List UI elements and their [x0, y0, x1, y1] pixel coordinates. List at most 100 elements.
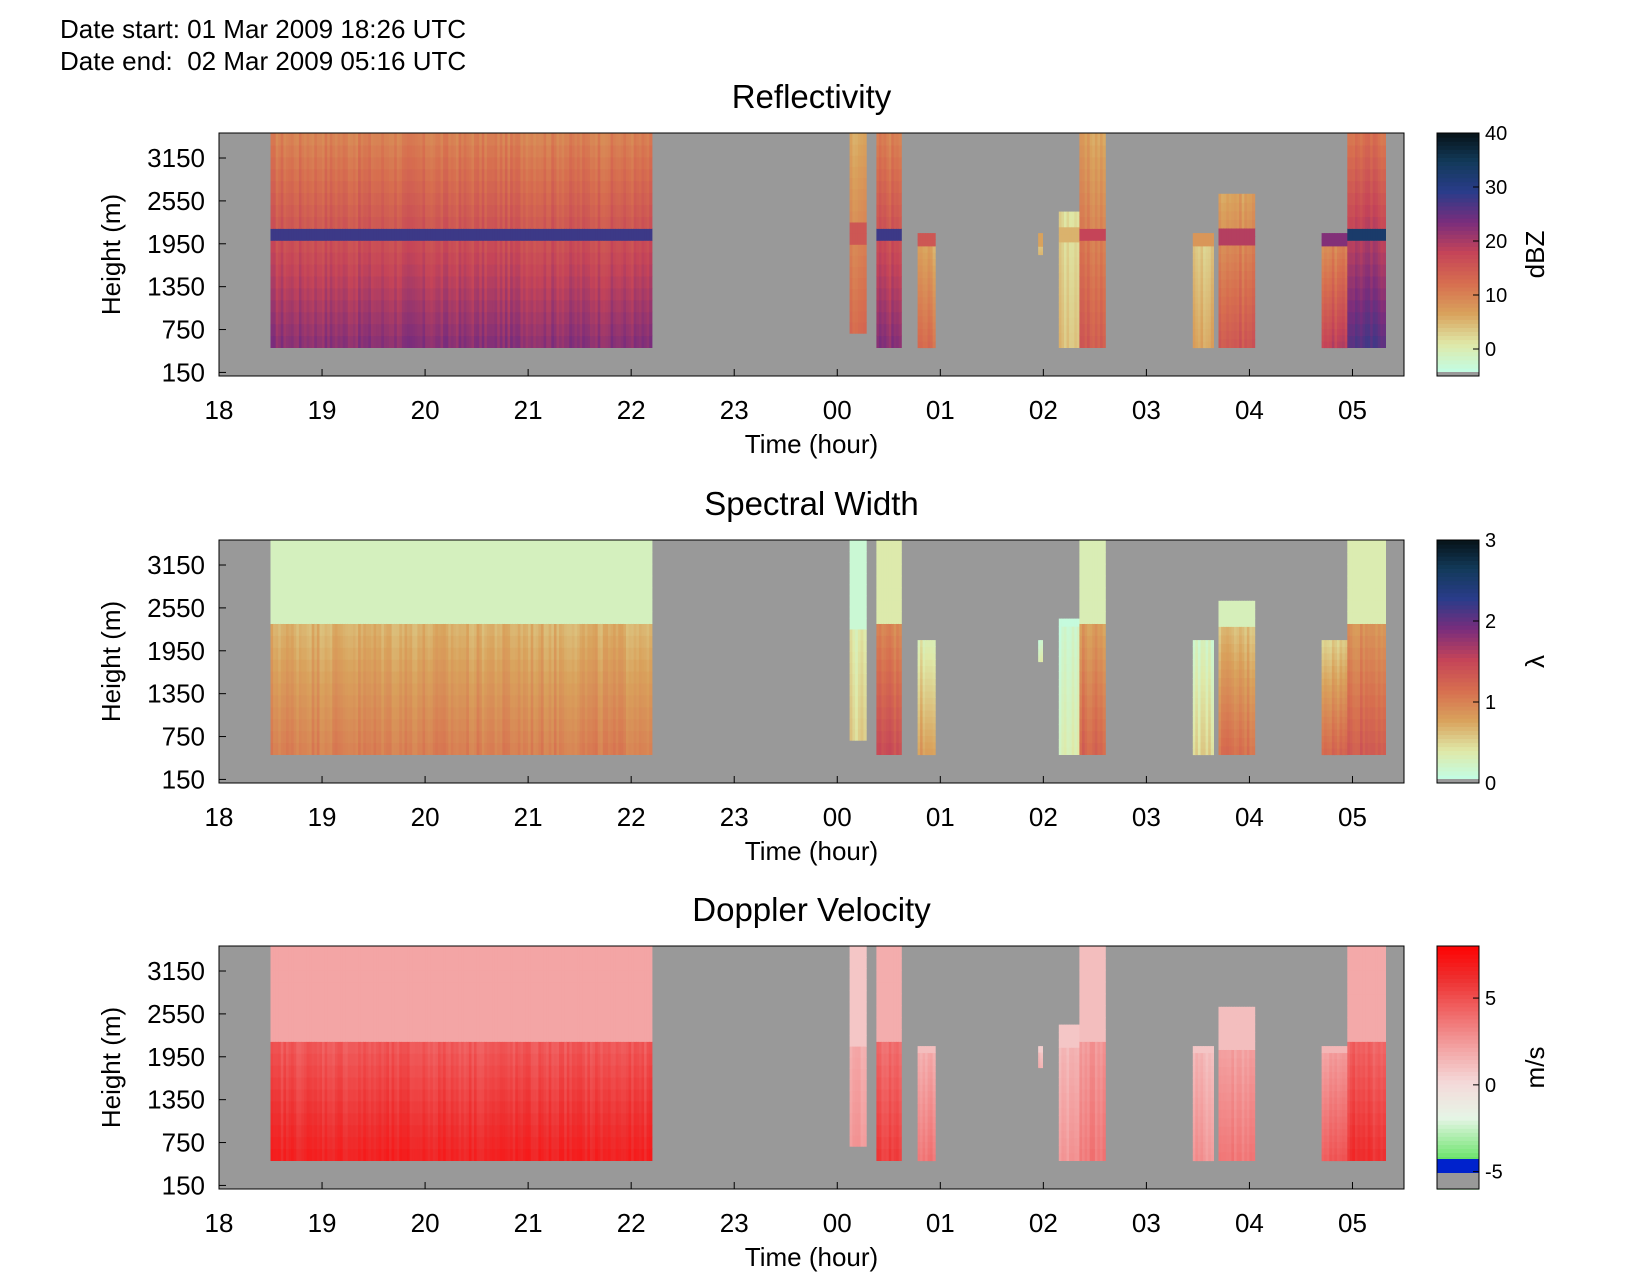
heatmap-cell: [288, 216, 292, 229]
heatmap-cell: [399, 275, 403, 289]
heatmap-cell: [445, 240, 449, 253]
heatmap-cell: [533, 275, 537, 289]
heatmap-cell: [628, 156, 632, 170]
heatmap-cell: [422, 156, 426, 170]
heatmap-cell: [332, 299, 336, 313]
heatmap-cell: [528, 168, 532, 182]
heatmap-cell: [396, 180, 400, 194]
heatmap-cell: [486, 228, 491, 241]
heatmap-cell: [1074, 249, 1078, 258]
heatmap-cell: [422, 240, 426, 253]
heatmap-cell: [1377, 156, 1381, 170]
heatmap-cell: [898, 180, 902, 194]
heatmap-cell: [1094, 168, 1099, 182]
heatmap-cell: [486, 156, 491, 170]
heatmap-cell: [347, 156, 351, 170]
heatmap-cell: [610, 335, 614, 348]
heatmap-cell: [399, 192, 403, 206]
heatmap-cell: [628, 180, 632, 194]
heatmap-cell: [1097, 156, 1101, 170]
heatmap-cell: [1210, 264, 1214, 272]
heatmap-cell: [533, 264, 537, 277]
heatmap-cell: [293, 299, 297, 313]
heatmap-cell: [450, 323, 454, 337]
heatmap-cell: [1339, 239, 1343, 247]
heatmap-cell: [922, 283, 926, 291]
heatmap-cell: [365, 275, 369, 289]
heatmap-cell: [1321, 258, 1325, 266]
heatmap-cell: [1061, 234, 1065, 243]
heatmap-cell: [484, 133, 488, 146]
heatmap-cell: [641, 168, 645, 182]
heatmap-cell: [1071, 234, 1075, 243]
heatmap-cell: [383, 216, 388, 229]
heatmap-cell: [353, 240, 357, 253]
heatmap-cell: [1228, 270, 1232, 280]
heatmap-cell: [1084, 133, 1088, 146]
heatmap-cell: [1249, 210, 1253, 220]
heatmap-cell: [355, 216, 359, 229]
heatmap-cell: [347, 275, 351, 289]
heatmap-cell: [530, 311, 534, 325]
heatmap-cell: [896, 287, 900, 301]
heatmap-cell: [417, 287, 421, 301]
heatmap-cell: [543, 335, 547, 348]
heatmap-cell: [425, 228, 429, 241]
heatmap-cell: [314, 133, 318, 146]
heatmap-cell: [474, 156, 478, 170]
heatmap-cell: [1234, 270, 1238, 280]
heatmap-cell: [1344, 271, 1348, 279]
heatmap-cell: [605, 335, 609, 348]
heatmap-cell: [291, 168, 295, 182]
heatmap-cell: [623, 228, 627, 241]
heatmap-cell: [510, 144, 514, 158]
heatmap-cell: [443, 252, 447, 265]
heatmap-cell: [365, 180, 369, 194]
heatmap-cell: [1380, 144, 1384, 158]
heatmap-cell: [922, 258, 926, 266]
heatmap-cell: [1205, 302, 1209, 310]
heatmap-cell: [577, 287, 581, 301]
heatmap-cell: [458, 144, 462, 158]
heatmap-cell: [1241, 304, 1245, 314]
heatmap-cell: [1370, 287, 1374, 301]
heatmap-cell: [592, 275, 596, 289]
heatmap-cell: [412, 168, 416, 182]
heatmap-cell: [852, 144, 856, 156]
heatmap-cell: [489, 252, 493, 265]
heatmap-cell: [445, 168, 449, 182]
heatmap-cell: [407, 287, 411, 301]
heatmap-cell: [896, 216, 900, 229]
heatmap-cell: [525, 335, 529, 348]
heatmap-cell: [322, 240, 326, 253]
heatmap-cell: [623, 204, 627, 217]
heatmap-cell: [304, 228, 308, 241]
heatmap-cell: [301, 144, 305, 158]
heatmap-cell: [507, 180, 511, 194]
heatmap-cell: [528, 287, 532, 301]
heatmap-cell: [566, 323, 570, 337]
heatmap-cell: [638, 216, 643, 229]
heatmap-cell: [450, 311, 454, 325]
heatmap-cell: [644, 323, 648, 337]
heatmap-cell: [278, 694, 282, 708]
heatmap-cell: [306, 216, 310, 229]
heatmap-cell: [927, 277, 931, 285]
heatmap-cell: [852, 266, 856, 279]
heatmap-cell: [383, 228, 388, 241]
heatmap-cell: [1231, 321, 1235, 331]
heatmap-cell: [525, 180, 529, 194]
heatmap-cell: [553, 168, 558, 182]
heatmap-cell: [1246, 236, 1251, 246]
heatmap-cell: [896, 275, 900, 289]
heatmap-cell: [1076, 332, 1080, 341]
heatmap-cell: [1344, 264, 1348, 272]
heatmap-cell: [1352, 168, 1356, 182]
heatmap-cell: [486, 192, 491, 206]
heatmap-cell: [409, 133, 413, 146]
heatmap-cell: [543, 168, 547, 182]
heatmap-cell: [1200, 334, 1204, 342]
heatmap-cell: [1097, 275, 1101, 289]
heatmap-cell: [471, 287, 475, 301]
heatmap-cell: [863, 299, 867, 312]
